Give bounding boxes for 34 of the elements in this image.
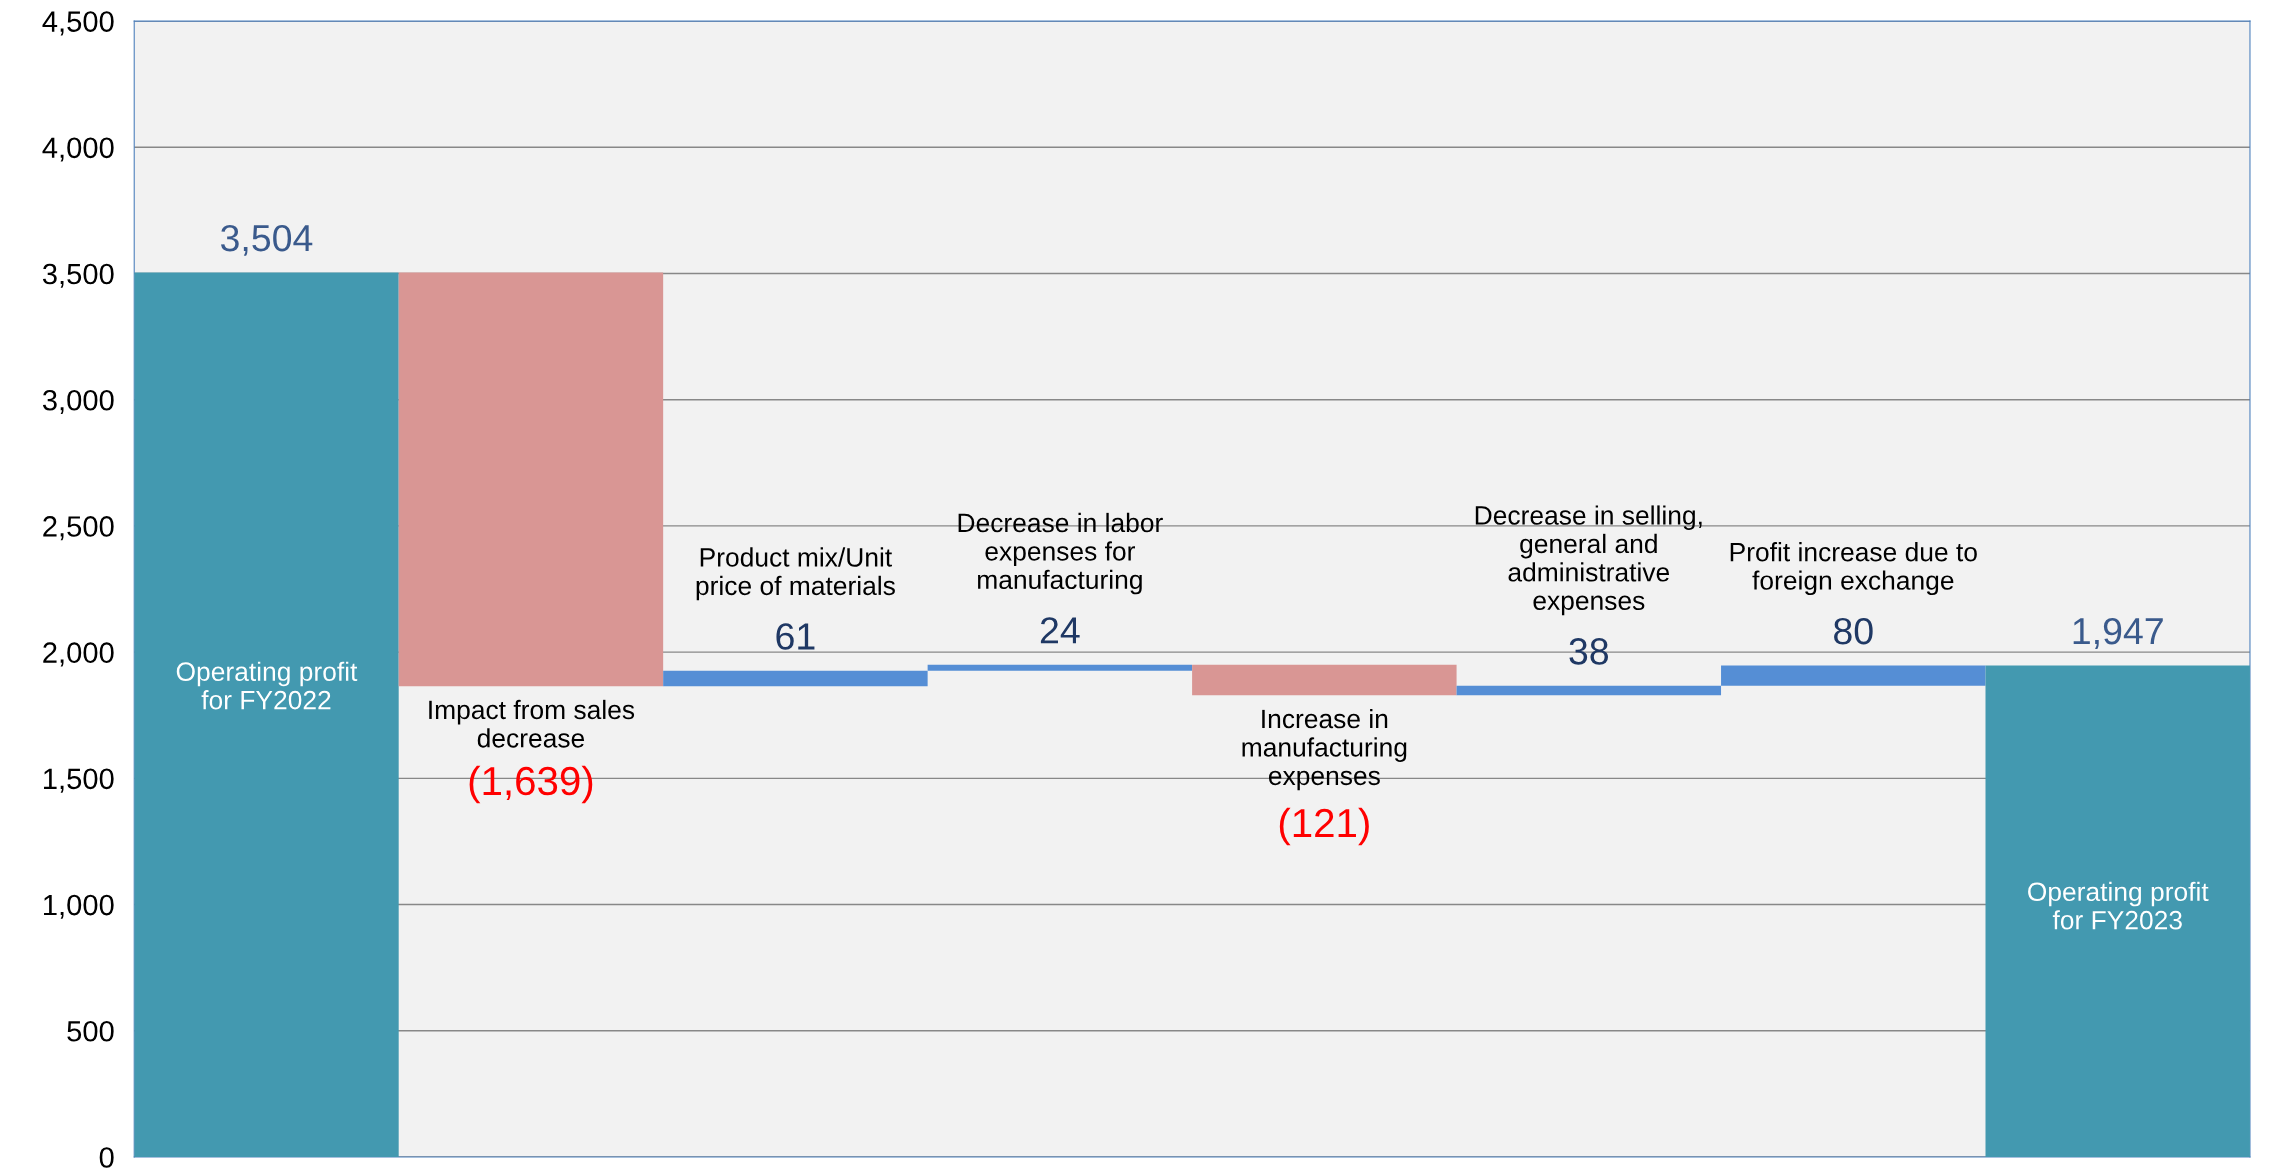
x-tick-label: Operating profit for FY2023	[2028, 881, 2209, 930]
x-tick-label: Impact from sales decrease	[429, 699, 635, 748]
x-tick-label: Decrease in labor expenses for manufacturing	[958, 512, 1163, 595]
y-tick-label: 2,500	[43, 516, 114, 541]
bar	[1192, 664, 1457, 696]
bar	[398, 272, 664, 687]
data-label: 38	[1569, 638, 1609, 665]
x-tick-label: Increase in manufacturing expenses	[1242, 708, 1407, 791]
x-tick-label: Operating profit for FY2022	[176, 661, 358, 710]
y-tick-label: 4,500	[42, 11, 114, 36]
y-tick-label: 0	[99, 1147, 114, 1168]
y-tick-label: 3,000	[42, 389, 114, 414]
data-label: 24	[1040, 617, 1080, 644]
data-label: (1,639)	[469, 765, 593, 804]
bar	[1721, 665, 1986, 686]
x-tick-label: Decrease in selling, general and administrative expenses	[1475, 505, 1702, 616]
y-tick-label: 2,000	[43, 642, 114, 667]
data-label: 61	[776, 623, 815, 650]
data-label: 3,504	[220, 224, 313, 256]
y-tick-label: 500	[67, 1020, 114, 1042]
bar	[134, 272, 399, 1157]
x-tick-label: Product mix/Unit price of materials	[696, 547, 895, 601]
y-tick-label: 1,500	[44, 768, 114, 793]
data-label: 80	[1834, 617, 1873, 645]
bar	[1456, 685, 1722, 696]
bar	[1985, 665, 2250, 1157]
data-label: (121)	[1279, 807, 1369, 846]
data-label: 1,947	[2073, 617, 2163, 649]
x-tick-label: Profit increase due to foreign exchange	[1730, 542, 1977, 596]
y-tick-label: 3,500	[42, 263, 114, 288]
y-tick-label: 4,000	[42, 137, 114, 162]
bar	[663, 670, 928, 687]
y-tick-label: 1,000	[44, 894, 114, 919]
bar	[927, 664, 1193, 671]
